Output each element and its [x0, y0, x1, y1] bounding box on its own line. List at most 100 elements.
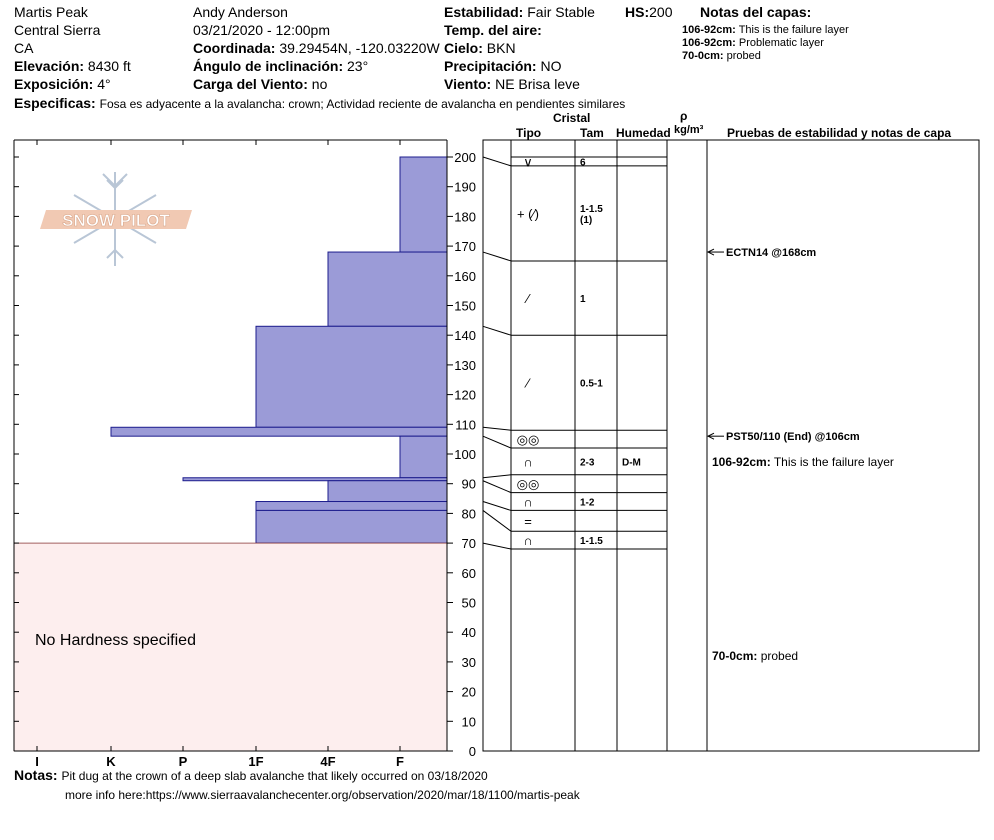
no-hardness-label: No Hardness specified	[35, 632, 196, 649]
grain-size-label: (1)	[580, 215, 592, 226]
grain-size-label: 1-1.5	[580, 204, 603, 215]
col-density: kg/m³	[674, 124, 704, 136]
test-note: 70-0cm: probed	[712, 649, 799, 663]
coordinates: Coordinada: 39.29454N, -120.03220W	[193, 40, 440, 56]
stability-test: ECTN14 @168cm	[726, 247, 817, 259]
depth-tick-label: 80	[462, 506, 476, 521]
wind: Viento: NE Brisa leve	[444, 76, 580, 92]
layer-connector	[482, 251, 512, 262]
moisture-label: D-M	[622, 457, 641, 468]
stability: Estabilidad: Fair Stable	[444, 4, 595, 20]
hardness-bar	[255, 325, 448, 428]
hardness-bar	[399, 435, 448, 479]
hardness-bar	[255, 501, 448, 511]
depth-tick-label: 170	[454, 239, 476, 254]
grain-type-symbol: ◎◎	[517, 432, 540, 447]
grain-type-symbol: ∩	[523, 454, 532, 469]
grain-type-symbol: + (⁄)	[517, 206, 539, 221]
grain-type-symbol: =	[524, 514, 532, 529]
grain-size-label: 1-2	[580, 498, 595, 509]
hardness-tick-label: I	[35, 754, 39, 769]
location: Martis Peak	[14, 4, 88, 20]
snow-height: HS:200	[625, 4, 673, 20]
hardness-tick-label: 1F	[248, 754, 263, 769]
grain-size-label: 6	[580, 157, 586, 168]
layer-connector	[482, 435, 512, 449]
col-tests: Pruebas de estabilidad y notas de capa	[727, 126, 952, 140]
col-moisture: Humedad	[616, 126, 671, 140]
depth-tick-label: 0	[469, 744, 476, 759]
layer-connector	[482, 510, 512, 532]
depth-tick-label: 150	[454, 299, 476, 314]
slope-angle: Ángulo de inclinación: 23°	[193, 58, 369, 74]
depth-tick-label: 100	[454, 447, 476, 462]
hardness-bar	[327, 251, 448, 327]
grain-size-label: 2-3	[580, 457, 595, 468]
layer-notes-title: Notas del capas:	[700, 4, 812, 20]
depth-tick-label: 30	[462, 655, 476, 670]
precipitation: Precipitación: NO	[444, 58, 562, 74]
layer-connector	[482, 480, 512, 494]
region: Central Sierra	[14, 22, 101, 38]
depth-tick-label: 190	[454, 180, 476, 195]
grain-size-label: 1	[580, 294, 586, 305]
depth-tick-label: 20	[462, 685, 476, 700]
grain-type-symbol: ∩	[523, 533, 532, 548]
notes: Notas: Pit dug at the crown of a deep sl…	[14, 767, 488, 783]
grain-size-label: 0.5-1	[580, 379, 603, 390]
depth-tick-label: 10	[462, 714, 476, 729]
layer-connector	[482, 426, 512, 431]
notes-line2: more info here:https://www.sierraavalanc…	[65, 788, 580, 802]
hardness-bar	[110, 426, 448, 437]
depth-tick-label: 110	[455, 417, 476, 432]
layer-connector	[482, 325, 512, 336]
depth-tick-label: 70	[462, 536, 476, 551]
hardness-tick-label: P	[179, 754, 188, 769]
col-rho: ρ	[680, 109, 688, 123]
elevation: Elevación: 8430 ft	[14, 58, 131, 74]
layer-connector	[482, 542, 512, 550]
grain-type-symbol: ∨	[523, 154, 533, 169]
col-type: Tipo	[516, 126, 542, 140]
grain-type-symbol: ∩	[523, 495, 532, 510]
hardness-bar	[327, 480, 448, 503]
grain-type-symbol: ◎◎	[517, 477, 540, 492]
col-size: Tam	[580, 126, 604, 140]
hardness-tick-label: 4F	[320, 754, 335, 769]
grain-type-symbol: ⁄	[524, 376, 531, 391]
depth-tick-label: 180	[454, 209, 476, 224]
state: CA	[14, 40, 34, 56]
air-temp-label: Temp. del aire:	[444, 22, 542, 38]
depth-tick-label: 130	[454, 358, 476, 373]
snow-pilot-logo: SNOW PILOT	[40, 210, 192, 230]
test-note: 106-92cm: This is the failure layer	[712, 455, 894, 469]
depth-tick-label: 200	[454, 150, 476, 165]
depth-tick-label: 160	[454, 269, 476, 284]
observer: Andy Anderson	[193, 4, 288, 20]
layer-connector	[482, 474, 512, 479]
arrow-head-icon	[706, 248, 715, 256]
hardness-bar	[399, 156, 448, 253]
chart-axes: 0 10 20 30 40 50 60 70 80 90 100 110 120 130 140 150 160…	[13, 139, 476, 769]
datetime: 03/21/2020 - 12:00pm	[193, 22, 330, 38]
depth-tick-label: 90	[462, 477, 476, 492]
sky: Cielo: BKN	[444, 40, 516, 56]
layer-connector	[482, 501, 512, 511]
layer-connector	[482, 156, 512, 167]
aspect: Exposición: 4°	[14, 76, 111, 92]
hardness-bar	[255, 509, 448, 544]
wind-loading: Carga del Viento: no	[193, 76, 328, 92]
stability-test: PST50/110 (End) @106cm	[726, 431, 860, 443]
grain-type-symbol: ⁄	[524, 291, 531, 306]
depth-tick-label: 60	[462, 566, 476, 581]
layer-table: ∨ 6 + (⁄) 1-1.5(1) ⁄ 1 ⁄ 0.5-1 ◎◎ ∩ 2-3 D-M ◎◎ ∩ 1-2 = ∩…	[482, 139, 980, 752]
specifics: Especificas: Fosa es adyacente a la aval…	[14, 95, 626, 111]
layer-note: 106-92cm: This is the failure layer	[682, 24, 849, 36]
hardness-profile	[13, 156, 448, 752]
layer-note: 70-0cm: probed	[682, 50, 761, 62]
hardness-tick-label: F	[396, 754, 404, 769]
table-frame	[482, 139, 980, 752]
depth-tick-label: 40	[462, 625, 476, 640]
hardness-tick-label: K	[106, 754, 116, 769]
